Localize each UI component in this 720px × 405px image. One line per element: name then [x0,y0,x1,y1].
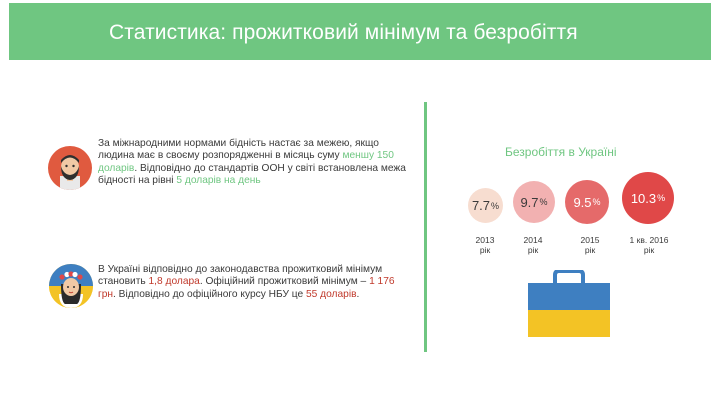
year-label-2013: 2013 рік [475,235,495,255]
bubble-value: 7.7 [471,198,491,213]
ukraine-flag-briefcase-icon [528,269,610,337]
highlight-1-8-dollars: 1,8 долара [148,276,200,288]
unemployment-bubble-2014: 9.7% [513,181,555,223]
bubble-value: 9.7 [520,194,539,210]
bubble-unit: % [539,197,548,207]
year-label-2016-q1: 1 кв. 2016 рік [629,235,669,255]
highlight-150-dollars: меншу 150 доларів [98,150,394,174]
bubble-value: 10.3 [630,190,657,206]
woman-in-wreath-avatar-icon [49,264,93,308]
highlight-55-dollars: 55 доларів [306,288,357,300]
vertical-divider [424,102,427,352]
page-title: Статистика: прожитковий мінімум та безро… [109,21,578,44]
bubble-unit: % [491,200,500,211]
bearded-man-avatar-icon [48,146,92,190]
bubble-unit: % [592,197,601,207]
highlight-5-dollars: 5 доларів на день [176,174,261,186]
bubble-value: 9.5 [573,194,592,210]
bubble-unit: % [657,193,666,203]
year-label-2014: 2014 рік [523,235,543,255]
highlight-1176-uah: 1 176 грн [98,276,395,300]
unemployment-bubble-2015: 9.5% [565,180,609,224]
poverty-standard-text: За міжнародними нормами бідність настає … [98,138,406,186]
unemployment-bubble-2013: 7.7% [468,188,503,223]
unemployment-title: Безробіття в Україні [505,145,617,159]
header-banner: Статистика: прожитковий мінімум та безро… [9,3,711,60]
ukraine-minimum-text: В Україні відповідно до законодавства пр… [98,264,395,300]
year-label-2015: 2015 рік [580,235,600,255]
unemployment-bubble-2016: 10.3% [622,172,674,224]
